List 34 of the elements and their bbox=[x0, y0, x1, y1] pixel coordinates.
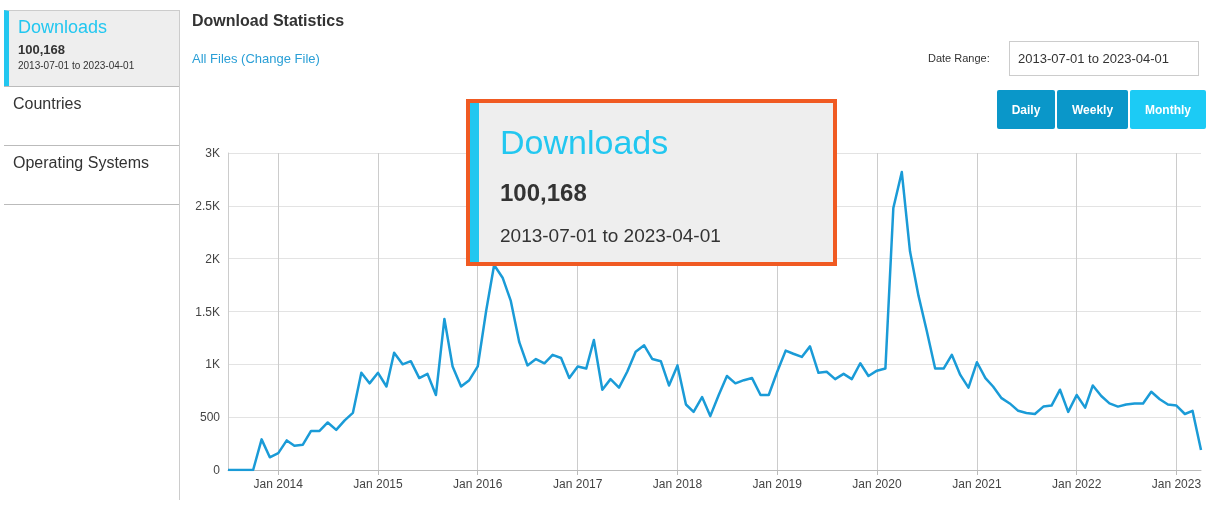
x-tick-label: Jan 2016 bbox=[453, 477, 503, 491]
text: All Files (Change File) bbox=[192, 51, 320, 66]
text: Date Range: bbox=[928, 52, 990, 64]
x-tick-label: Jan 2015 bbox=[353, 477, 404, 491]
text: Countries bbox=[4, 86, 179, 146]
x-tick-label: Jan 2018 bbox=[652, 477, 703, 491]
x-tick-label: Jan 2020 bbox=[852, 477, 902, 491]
toggle-button: Weekly bbox=[1057, 90, 1128, 129]
x-tick-label: Jan 2014 bbox=[253, 477, 304, 491]
annotation: Downloads bbox=[500, 123, 669, 162]
chart-title: Download Statistics bbox=[192, 12, 345, 30]
x-tick-label: Jan 2021 bbox=[952, 477, 1002, 491]
line-series bbox=[226, 170, 1203, 472]
x-tick-label: Jan 2022 bbox=[1051, 477, 1102, 491]
x-tick-label: Jan 2023 bbox=[1151, 477, 1202, 491]
y-tick-label: 1K bbox=[205, 357, 220, 372]
text: Operating Systems bbox=[4, 145, 179, 205]
date-range-field: 2013-07-01 to 2023-04-01 bbox=[1009, 41, 1199, 76]
y-tick-label: 3K bbox=[205, 146, 220, 160]
x-tick-label: Jan 2017 bbox=[553, 477, 603, 491]
y-tick-label: 2K bbox=[205, 251, 220, 266]
text: Downloads bbox=[18, 17, 109, 38]
y-tick-label: 500 bbox=[199, 410, 221, 425]
annotation: 2013-07-01 to 2023-04-01 bbox=[500, 225, 721, 247]
y-tick-label: 2.5K bbox=[195, 198, 220, 213]
x-tick-label: Jan 2019 bbox=[752, 477, 803, 491]
y-tick-label: 1.5K bbox=[195, 304, 220, 319]
toggle-button: Daily bbox=[997, 90, 1055, 129]
text: 2013-07-01 to 2023-04-01 bbox=[18, 60, 136, 71]
toggle-button: Monthly bbox=[1130, 90, 1206, 129]
y-tick-label: 0 bbox=[213, 463, 221, 477]
annotation: 100,168 bbox=[500, 179, 587, 207]
zoomed-summary-card: Downloads 100,168 2013-07-01 to 2023-04-01 bbox=[466, 99, 837, 266]
text: 100,168 bbox=[18, 42, 66, 57]
